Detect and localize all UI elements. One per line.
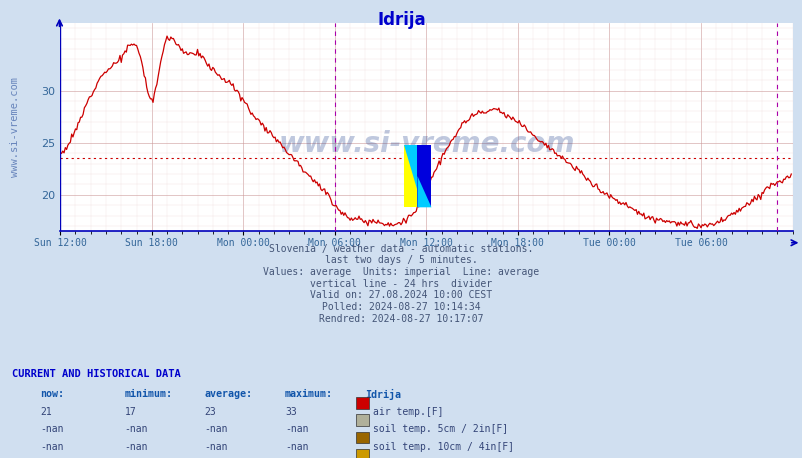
Text: www.si-vreme.com: www.si-vreme.com [10,77,20,177]
Bar [417,145,431,207]
Text: Idrija: Idrija [365,389,401,400]
Text: -nan: -nan [285,442,308,452]
Text: Values: average  Units: imperial  Line: average: Values: average Units: imperial Line: av… [263,267,539,277]
Text: 23: 23 [205,407,217,417]
Text: www.si-vreme.com: www.si-vreme.com [277,130,574,158]
Text: 33: 33 [285,407,297,417]
Text: Valid on: 27.08.2024 10:00 CEST: Valid on: 27.08.2024 10:00 CEST [310,290,492,300]
Text: now:: now: [40,389,64,399]
Text: -nan: -nan [124,424,148,434]
Text: soil temp. 10cm / 4in[F]: soil temp. 10cm / 4in[F] [373,442,514,452]
Text: -nan: -nan [205,442,228,452]
Text: 17: 17 [124,407,136,417]
Text: maximum:: maximum: [285,389,333,399]
Text: minimum:: minimum: [124,389,172,399]
Text: air temp.[F]: air temp.[F] [373,407,444,417]
Bar [403,145,417,207]
Text: Idrija: Idrija [377,11,425,29]
Text: -nan: -nan [285,424,308,434]
Text: Slovenia / weather data - automatic stations.: Slovenia / weather data - automatic stat… [269,244,533,254]
Polygon shape [403,145,417,189]
Text: CURRENT AND HISTORICAL DATA: CURRENT AND HISTORICAL DATA [12,369,180,379]
Polygon shape [417,176,431,207]
Text: 21: 21 [40,407,52,417]
Text: vertical line - 24 hrs  divider: vertical line - 24 hrs divider [310,278,492,289]
Text: -nan: -nan [40,442,63,452]
Text: last two days / 5 minutes.: last two days / 5 minutes. [325,256,477,265]
Text: Polled: 2024-08-27 10:14:34: Polled: 2024-08-27 10:14:34 [322,302,480,312]
Text: soil temp. 5cm / 2in[F]: soil temp. 5cm / 2in[F] [373,424,508,434]
Text: -nan: -nan [40,424,63,434]
Text: average:: average: [205,389,253,399]
Text: Rendred: 2024-08-27 10:17:07: Rendred: 2024-08-27 10:17:07 [319,314,483,324]
Text: -nan: -nan [124,442,148,452]
Text: -nan: -nan [205,424,228,434]
